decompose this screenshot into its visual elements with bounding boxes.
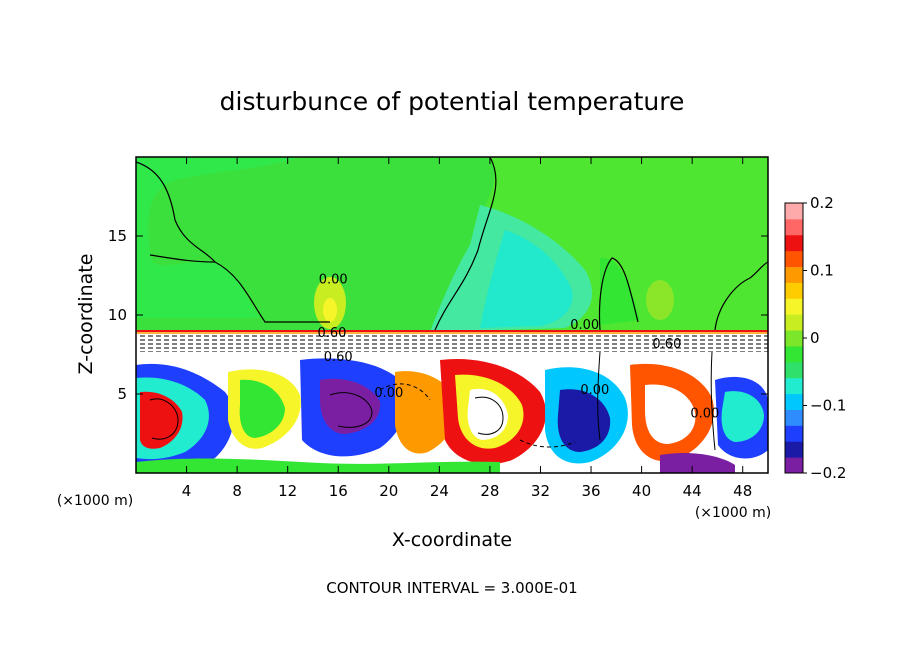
colorbar-segment — [785, 361, 803, 379]
x-tick-label: 28 — [480, 482, 499, 500]
contour-line-lower-1 — [149, 398, 179, 440]
contour-line-upper-1 — [136, 161, 330, 323]
chart-title: disturbunce of potential temperature — [220, 87, 685, 116]
lower-white-region-1 — [467, 388, 508, 440]
x-axis-ticks: 4 8 12 16 20 24 28 32 36 40 44 48 — [182, 157, 752, 500]
contour-line-lower-6 — [379, 383, 431, 401]
contour-label: 0.00 — [374, 386, 403, 401]
contour-label: 0.60 — [317, 326, 346, 341]
contour-interval-note: CONTOUR INTERVAL = 3.000E-01 — [326, 579, 577, 597]
colorbar-segment — [785, 377, 803, 395]
colorbar-segment — [785, 314, 803, 331]
colorbar-segment — [785, 298, 803, 315]
colorbar-segment — [785, 393, 803, 410]
colorbar-segment — [785, 203, 803, 220]
x-tick-label: 32 — [531, 482, 550, 500]
x-unit-right: (×1000 m) — [695, 505, 771, 521]
lower-purple-region-3 — [660, 453, 735, 473]
colorbar-tick-label: 0.2 — [810, 194, 834, 212]
lower-orange-region-1 — [395, 371, 457, 454]
upper-lower-green-region — [136, 157, 300, 318]
contour-label: 0.00 — [319, 272, 348, 287]
colorbar-segment — [785, 234, 803, 252]
contour-line-upper-2 — [149, 254, 216, 263]
colorbar-segment — [785, 457, 803, 474]
contour-labels: 0.00 0.60 0.60 0.00 0.60 0.00 0.00 0.00 — [317, 272, 719, 421]
colorbar-segment — [785, 250, 803, 268]
y-axis-ticks: 5 10 15 — [108, 227, 768, 403]
cyan-core-region — [480, 230, 573, 328]
colorbar-segment — [785, 345, 803, 363]
x-tick-label: 12 — [278, 482, 297, 500]
colorbar-tick-label: −0.2 — [810, 464, 846, 482]
lower-white-region-2 — [645, 384, 696, 444]
colorbar-ticks: 0.2 0.1 0 −0.1 −0.2 — [803, 194, 846, 482]
contour-label: 0.00 — [690, 407, 719, 422]
colorbar — [784, 202, 804, 474]
lower-green-strip — [136, 458, 500, 473]
contour-line-lower-3 — [474, 396, 504, 435]
contour-label: 0.60 — [324, 350, 353, 365]
colorbar-segment — [785, 218, 803, 236]
colorbar-tick-label: −0.1 — [810, 397, 846, 415]
y-tick-label: 15 — [108, 227, 127, 245]
x-tick-label: 44 — [683, 482, 702, 500]
colorbar-tick-label: 0 — [810, 329, 820, 347]
colorbar-segment — [785, 409, 803, 426]
right-green-region — [600, 257, 640, 325]
contour-line-lower-7 — [519, 439, 576, 448]
lower-purple-region-2 — [557, 389, 611, 452]
y-axis-label: Z-coordinate — [75, 254, 97, 375]
colorbar-segment — [785, 330, 803, 347]
lower-cyan-region-2 — [721, 391, 764, 442]
x-tick-label: 16 — [329, 482, 348, 500]
contour-line-upper-4 — [598, 257, 639, 331]
x-tick-label: 4 — [182, 482, 192, 500]
colorbar-segment — [785, 425, 803, 442]
y-tick-label: 10 — [108, 306, 127, 324]
warm-anomaly-2 — [646, 280, 674, 320]
colorbar-segment — [785, 282, 803, 299]
contour-label: 0.60 — [652, 337, 681, 352]
lower-green-region-1 — [239, 379, 285, 438]
contour-line-upper-3 — [434, 157, 497, 331]
lower-purple-region-1 — [320, 378, 381, 434]
contour-label: 0.00 — [580, 383, 609, 398]
plot-area — [136, 157, 768, 473]
colorbar-segment — [785, 441, 803, 458]
x-tick-label: 8 — [232, 482, 242, 500]
x-tick-label: 24 — [430, 482, 449, 500]
x-tick-label: 20 — [379, 482, 398, 500]
colorbar-segment — [785, 266, 803, 283]
x-tick-label: 48 — [733, 482, 752, 500]
warm-anomaly-core — [323, 298, 337, 322]
x-tick-label: 40 — [632, 482, 651, 500]
contour-line-lower-2 — [329, 392, 373, 428]
inversion-contours — [140, 335, 768, 353]
x-tick-label: 36 — [581, 482, 600, 500]
contour-line-lower-4 — [597, 351, 601, 441]
colorbar-tick-label: 0.1 — [810, 262, 834, 280]
contour-label: 0.00 — [570, 318, 599, 333]
x-axis-label: X-coordinate — [392, 529, 512, 551]
contour-line-upper-5 — [714, 261, 768, 331]
contour-line-lower-5 — [710, 351, 716, 451]
y-tick-label: 5 — [117, 385, 127, 403]
x-unit-left: (×1000 m) — [57, 493, 133, 509]
